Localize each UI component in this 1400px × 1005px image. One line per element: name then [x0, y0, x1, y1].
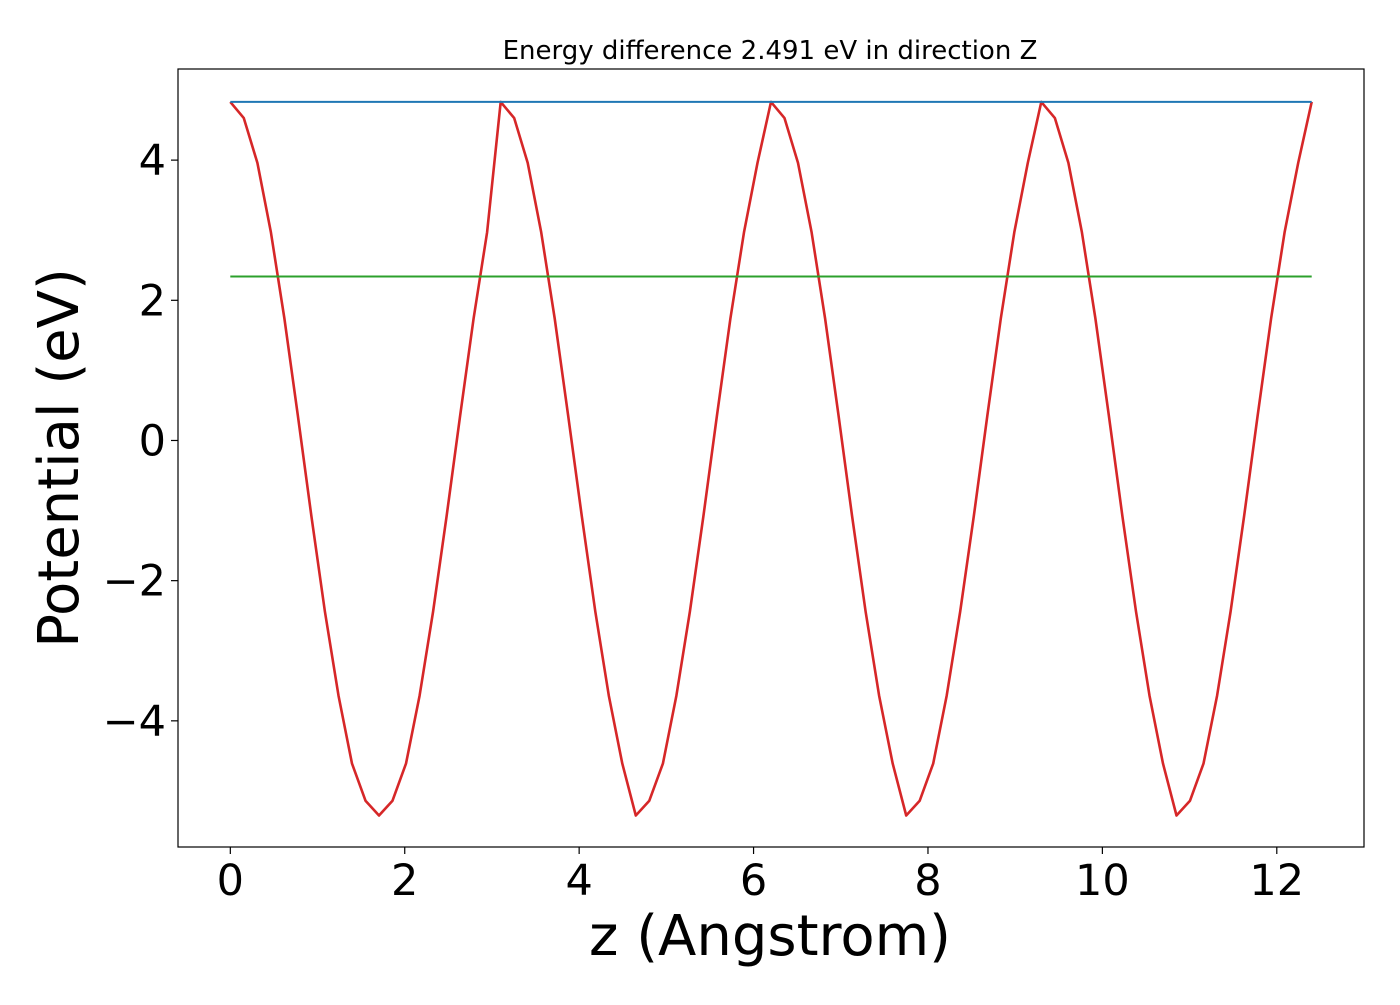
- y-tick-label: 2: [139, 276, 166, 326]
- y-axis-label: Potential (eV): [27, 268, 92, 648]
- y-tick-label: 4: [139, 136, 166, 186]
- x-tick-label: 12: [1249, 856, 1304, 906]
- x-tick-label: 0: [217, 856, 244, 906]
- x-axis: 0 2 4 6 8 10 12: [217, 847, 1304, 906]
- x-tick-label: 8: [914, 856, 941, 906]
- x-tick-label: 4: [565, 856, 592, 906]
- y-tick-label: −2: [103, 557, 166, 607]
- y-axis: −4 −2 0 2 4: [103, 136, 178, 747]
- x-tick-label: 2: [391, 856, 418, 906]
- plot-frame: [177, 68, 1365, 848]
- chart-title: Energy difference 2.491 eV in direction …: [503, 36, 1038, 66]
- y-tick-label: 0: [139, 416, 166, 466]
- x-axis-label: z (Angstrom): [589, 904, 951, 969]
- x-tick-label: 6: [740, 856, 767, 906]
- x-tick-label: 10: [1075, 856, 1130, 906]
- y-tick-label: −4: [103, 697, 166, 747]
- series-layer: [229, 100, 1313, 817]
